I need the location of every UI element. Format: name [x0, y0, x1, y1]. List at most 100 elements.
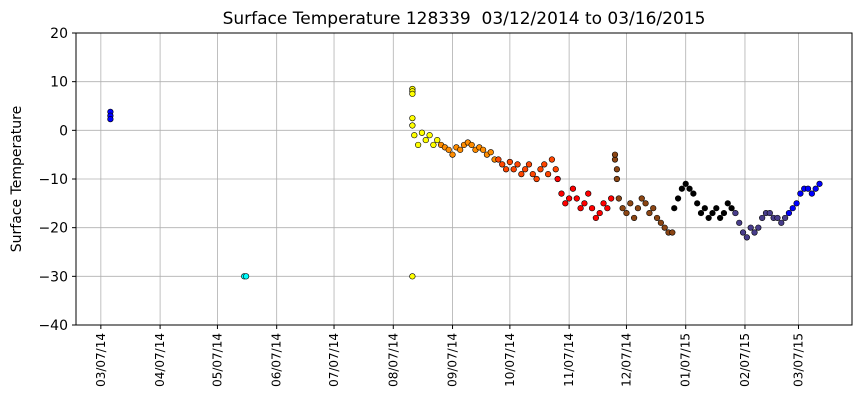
point — [736, 219, 743, 226]
point — [634, 205, 642, 212]
point — [804, 185, 812, 192]
point — [778, 219, 785, 226]
point — [615, 195, 622, 202]
point — [785, 209, 793, 217]
point — [608, 195, 615, 202]
point — [724, 200, 731, 207]
point — [697, 209, 705, 217]
point — [701, 205, 708, 212]
point — [642, 200, 649, 207]
point — [411, 132, 418, 139]
point — [558, 190, 565, 197]
y-tick-label: 0 — [59, 123, 68, 139]
point — [566, 195, 573, 202]
point — [585, 190, 592, 197]
point — [793, 200, 800, 207]
x-tick-label: 05/07/14 — [210, 333, 224, 387]
point — [669, 229, 676, 236]
point — [674, 195, 682, 202]
plot-frame — [75, 32, 853, 326]
point — [623, 209, 630, 217]
chart-title: Surface Temperature 128339 03/12/2014 to… — [223, 9, 706, 29]
point — [502, 166, 510, 173]
x-tick-label: 02/07/15 — [738, 333, 752, 387]
point — [604, 205, 611, 212]
point — [409, 273, 416, 280]
point — [627, 200, 634, 207]
point — [418, 129, 426, 136]
point — [613, 175, 621, 183]
point — [751, 229, 758, 236]
point — [690, 190, 697, 197]
point — [581, 200, 588, 207]
point — [107, 116, 114, 123]
point — [619, 205, 626, 212]
point — [789, 205, 796, 212]
point — [650, 205, 657, 212]
point — [686, 185, 693, 192]
point — [661, 224, 668, 231]
point — [728, 205, 735, 212]
point — [445, 146, 452, 153]
point — [514, 161, 521, 168]
x-tick-label: 11/07/14 — [562, 333, 576, 387]
point — [812, 185, 819, 192]
x-tick-label: 03/07/15 — [791, 333, 805, 387]
point — [569, 185, 577, 192]
point — [510, 166, 517, 173]
point — [552, 166, 559, 173]
y-tick-label: −40 — [38, 318, 68, 334]
point — [747, 224, 754, 231]
point — [499, 161, 506, 168]
point — [682, 180, 689, 187]
point — [573, 195, 580, 202]
point — [495, 156, 502, 163]
point — [709, 209, 716, 217]
point — [588, 205, 596, 212]
y-axis-label: Surface Temperature — [9, 106, 25, 252]
point — [694, 200, 701, 207]
point — [548, 156, 556, 163]
point — [518, 171, 525, 178]
x-tick-label: 09/07/14 — [446, 333, 460, 387]
x-tick-label: 12/07/14 — [619, 333, 633, 387]
point — [808, 190, 815, 197]
point — [487, 149, 494, 156]
point — [430, 141, 437, 149]
x-tick-label: 07/07/14 — [327, 333, 341, 387]
x-tick-label: 01/07/15 — [679, 333, 693, 387]
point — [577, 205, 584, 212]
y-tick-label: 20 — [50, 26, 68, 42]
point — [774, 214, 781, 222]
point — [720, 209, 728, 217]
point — [759, 214, 766, 222]
point — [592, 214, 599, 222]
point — [631, 214, 638, 222]
point — [415, 141, 422, 149]
point — [426, 132, 433, 139]
point — [732, 209, 739, 217]
point — [797, 190, 804, 197]
x-tick-label: 04/07/14 — [153, 333, 167, 387]
point — [409, 90, 416, 97]
point — [562, 200, 569, 207]
point — [541, 161, 548, 168]
point — [657, 219, 664, 226]
point — [646, 209, 653, 217]
point — [653, 214, 661, 222]
x-tick-label: 06/07/14 — [270, 333, 284, 387]
point — [611, 151, 619, 158]
point — [525, 161, 533, 168]
point — [537, 166, 544, 173]
point — [554, 175, 561, 183]
point — [613, 166, 621, 173]
point — [529, 171, 536, 178]
x-tick-label: 08/07/14 — [386, 333, 400, 387]
point — [782, 214, 789, 222]
point — [713, 205, 720, 212]
point — [533, 175, 540, 183]
point — [717, 214, 724, 222]
point — [422, 136, 429, 144]
